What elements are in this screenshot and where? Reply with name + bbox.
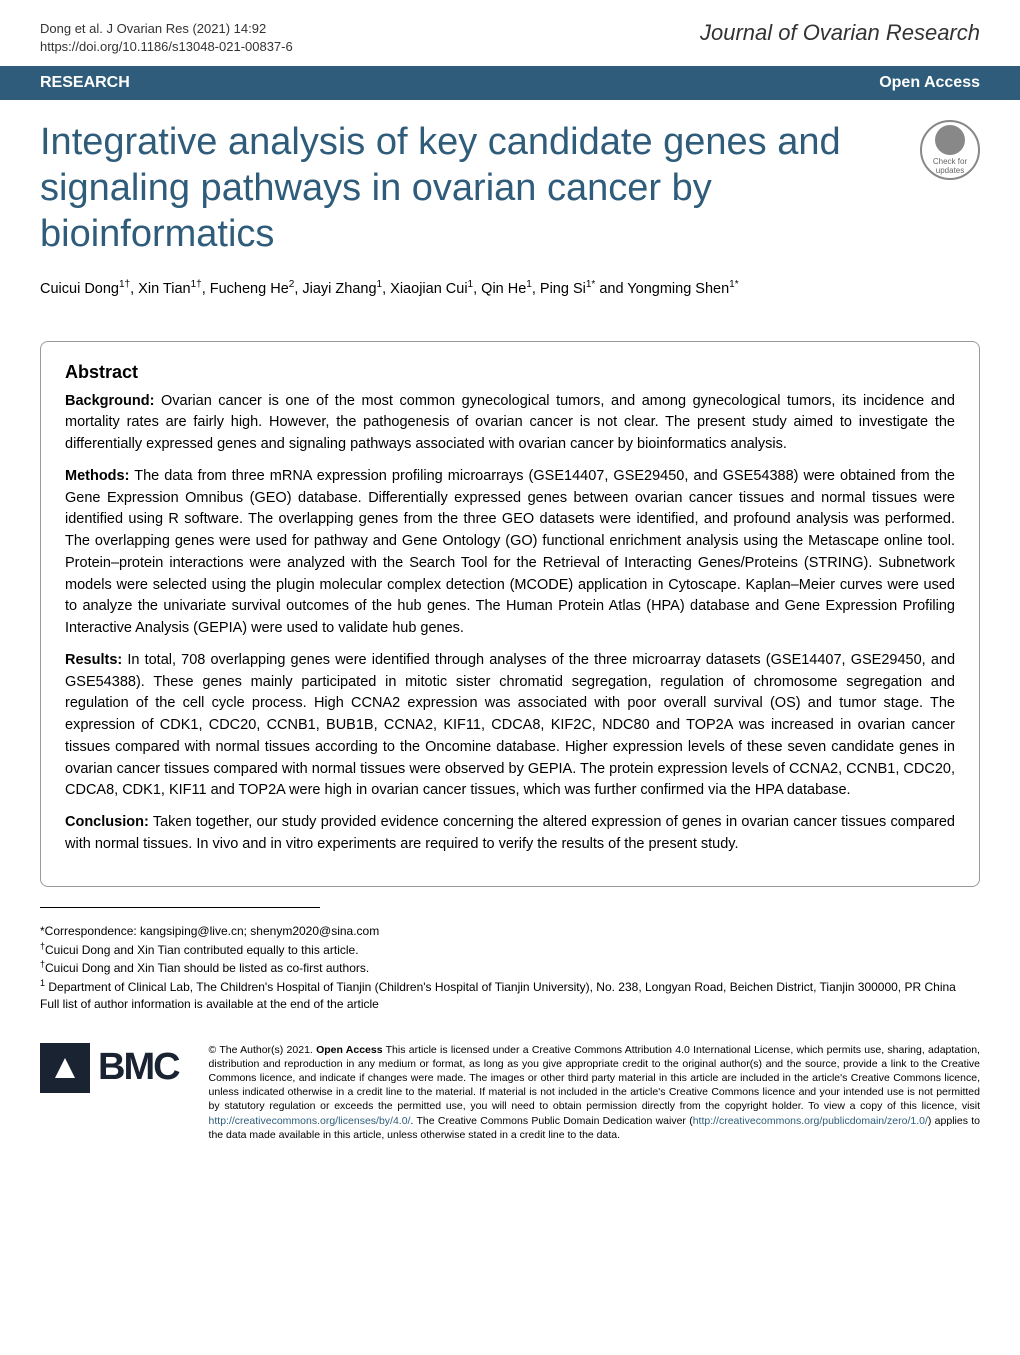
license-link1[interactable]: http://creativecommons.org/licenses/by/4…	[209, 1115, 411, 1127]
license-link2[interactable]: http://creativecommons.org/publicdomain/…	[693, 1115, 928, 1127]
category-bar: RESEARCH Open Access	[0, 66, 1020, 100]
abstract-conclusion: Conclusion: Taken together, our study pr…	[65, 812, 955, 856]
license-bold: Open Access	[316, 1044, 382, 1056]
updates-line2: updates	[936, 166, 964, 175]
footer-section: BMC © The Author(s) 2021. Open Access Th…	[0, 1028, 1020, 1157]
results-label: Results:	[65, 652, 122, 668]
title-section: Integrative analysis of key candidate ge…	[0, 100, 1020, 267]
journal-name: Journal of Ovarian Research	[700, 20, 980, 46]
bmc-square-icon	[40, 1043, 90, 1093]
footnotes: *Correspondence: kangsiping@live.cn; she…	[0, 918, 1020, 1028]
fulllist-note: Full list of author information is avail…	[40, 996, 980, 1013]
methods-label: Methods:	[65, 468, 129, 484]
divider-line	[40, 907, 320, 908]
bmc-triangle-icon	[50, 1053, 80, 1083]
open-access-label: Open Access	[879, 74, 980, 92]
abstract-results: Results: In total, 708 overlapping genes…	[65, 650, 955, 802]
article-title: Integrative analysis of key candidate ge…	[40, 120, 980, 257]
conclusion-label: Conclusion:	[65, 814, 149, 830]
authors-line: Cuicui Dong1†, Xin Tian1†, Fucheng He2, …	[0, 267, 1020, 321]
bmc-text: BMC	[98, 1046, 179, 1089]
bmc-logo: BMC	[40, 1043, 179, 1093]
left-header: Dong et al. J Ovarian Res (2021) 14:92 h…	[40, 20, 293, 56]
updates-icon	[935, 125, 965, 155]
license-prefix: © The Author(s) 2021.	[209, 1044, 317, 1056]
affiliation-note: 1 Department of Clinical Lab, The Childr…	[40, 977, 980, 996]
updates-line1: Check for	[933, 157, 967, 166]
citation-text: Dong et al. J Ovarian Res (2021) 14:92	[40, 20, 293, 38]
correspondence-note: *Correspondence: kangsiping@live.cn; she…	[40, 923, 980, 940]
category-label: RESEARCH	[40, 74, 130, 92]
abstract-background: Background: Ovarian cancer is one of the…	[65, 391, 955, 456]
license-body2: . The Creative Commons Public Domain Ded…	[410, 1115, 692, 1127]
methods-text: The data from three mRNA expression prof…	[65, 468, 955, 636]
abstract-heading: Abstract	[65, 362, 955, 383]
conclusion-text: Taken together, our study provided evide…	[65, 814, 955, 852]
equal-contribution-note: †Cuicui Dong and Xin Tian contributed eq…	[40, 940, 980, 959]
results-text: In total, 708 overlapping genes were ide…	[65, 652, 955, 799]
background-label: Background:	[65, 393, 154, 409]
abstract-methods: Methods: The data from three mRNA expres…	[65, 466, 955, 640]
cofirst-note: †Cuicui Dong and Xin Tian should be list…	[40, 958, 980, 977]
background-text: Ovarian cancer is one of the most common…	[65, 393, 955, 453]
check-updates-badge[interactable]: Check for updates	[920, 120, 980, 180]
doi-text: https://doi.org/10.1186/s13048-021-00837…	[40, 38, 293, 56]
license-text: © The Author(s) 2021. Open Access This a…	[209, 1043, 980, 1142]
abstract-box: Abstract Background: Ovarian cancer is o…	[40, 341, 980, 887]
header-top: Dong et al. J Ovarian Res (2021) 14:92 h…	[0, 0, 1020, 66]
